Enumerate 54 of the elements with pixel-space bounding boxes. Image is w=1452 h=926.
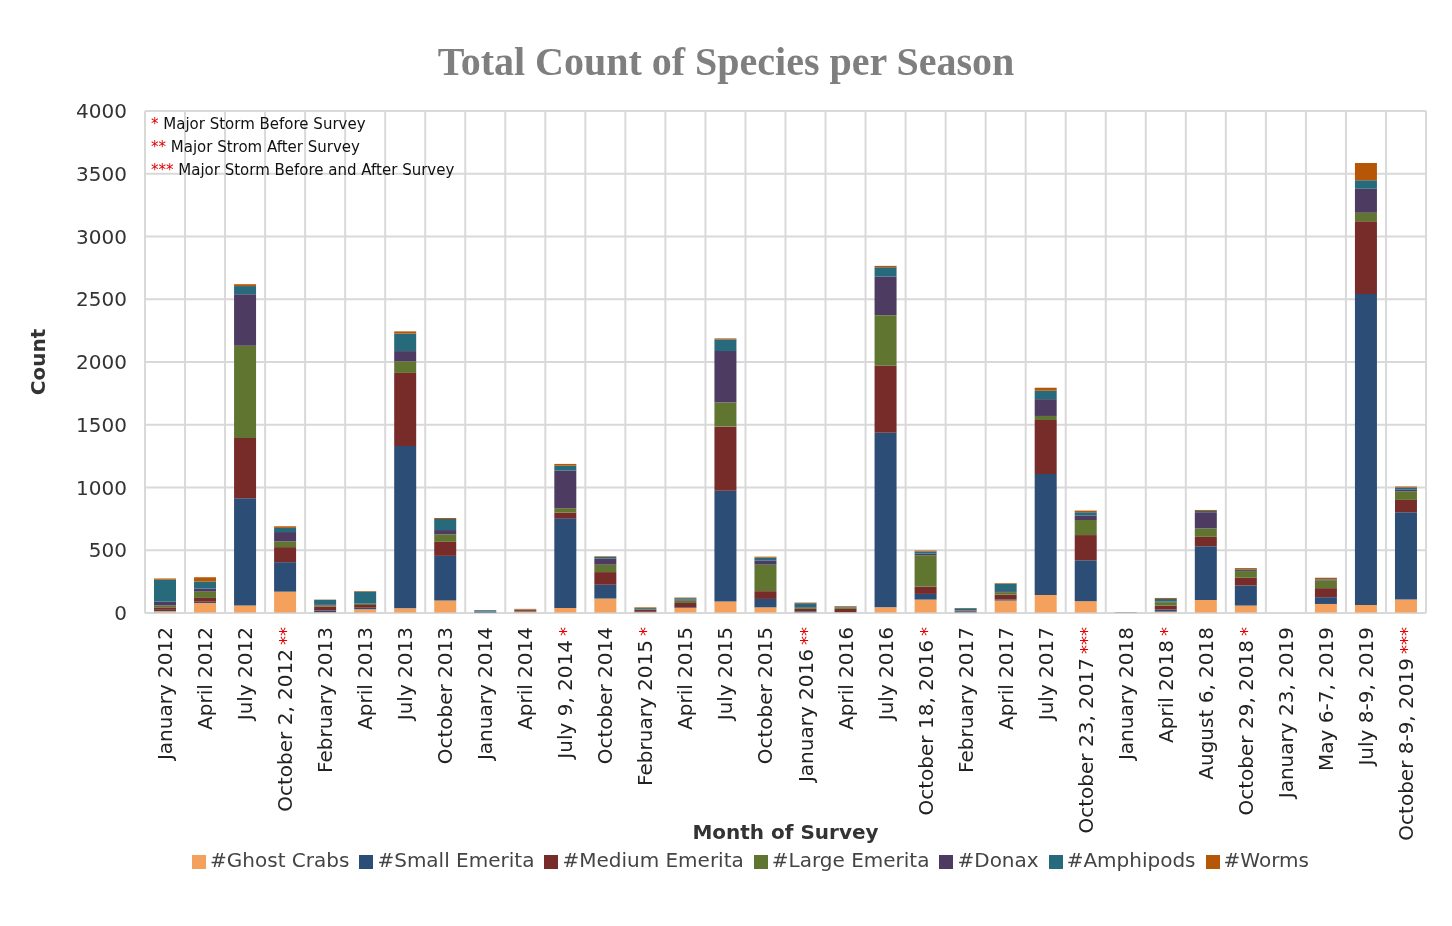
x-tick-label: February 2015* [633,627,658,786]
legend-label: #Amphipods [1066,848,1196,872]
x-tick-label: January 2016** [793,627,818,785]
x-tick-label: January 2014 [473,627,498,763]
y-tick-label: 4000 [76,99,127,124]
x-tick-label: July 8-9, 2019 [1353,627,1378,768]
annotation: ** Major Strom After Survey [151,137,361,158]
x-tick-label: April 2012 [193,627,218,730]
y-tick-label: 3000 [76,224,127,249]
x-tick-label: July 2017 [1033,627,1058,723]
x-tick-label: January 2012 [153,627,178,763]
legend-label: #Large Emerita [771,848,930,872]
x-tick-label: October 29, 2018* [1233,627,1258,816]
legend-label: #Ghost Crabs [210,848,350,872]
y-tick-label: 2000 [76,350,127,375]
chart-title: Total Count of Species per Season [436,38,1016,85]
y-axis-title: Count [26,328,50,396]
x-tick-label: October 8-9, 2019*** [1393,627,1418,841]
x-tick-label: April 2016 [833,627,858,730]
x-tick-label: July 9, 2014* [553,627,578,761]
x-tick-label: October 2014 [593,627,618,765]
legend-label: #Medium Emerita [562,848,744,872]
x-tick-label: April 2014 [513,627,538,730]
x-tick-label: April 2013 [353,627,378,730]
x-tick-label: January 2018 [1113,627,1138,763]
y-tick-label: 3500 [76,161,127,186]
x-tick-label: October 2013 [433,627,458,765]
legend-label: #Donax [957,848,1039,872]
legend-label: #Small Emerita [377,848,535,872]
legend-label: #Worms [1223,848,1309,872]
x-tick-label: February 2017 [953,627,978,773]
y-tick-label: 2500 [76,287,127,312]
annotation: *** Major Storm Before and After Survey [151,160,455,181]
y-tick-label: 1500 [76,412,127,437]
x-tick-label: October 18, 2016* [913,627,938,816]
x-tick-label: May 6-7, 2019 [1313,627,1338,771]
y-tick-label: 1000 [76,475,127,500]
x-tick-label: July 2016 [873,627,898,723]
x-tick-label: April 2018* [1153,627,1178,743]
x-tick-label: April 2017 [993,627,1018,730]
x-tick-label: October 2015 [753,627,778,765]
x-axis-title: Month of Survey [692,820,879,844]
x-tick-label: April 2015 [673,627,698,730]
annotation: * Major Storm Before Survey [151,114,367,135]
x-tick-label: July 2013 [393,627,418,723]
x-tick-label: February 2013 [313,627,338,773]
x-tick-label: October 23, 2017*** [1073,627,1098,834]
y-tick-label: 0 [114,601,127,626]
y-tick-label: 500 [88,538,127,563]
x-tick-label: January 23, 2019 [1273,627,1298,801]
x-tick-label: October 2, 2012** [273,627,298,812]
x-tick-label: July 2015 [713,627,738,723]
x-tick-label: July 2012 [233,627,258,723]
x-tick-label: August 6, 2018 [1193,627,1218,780]
